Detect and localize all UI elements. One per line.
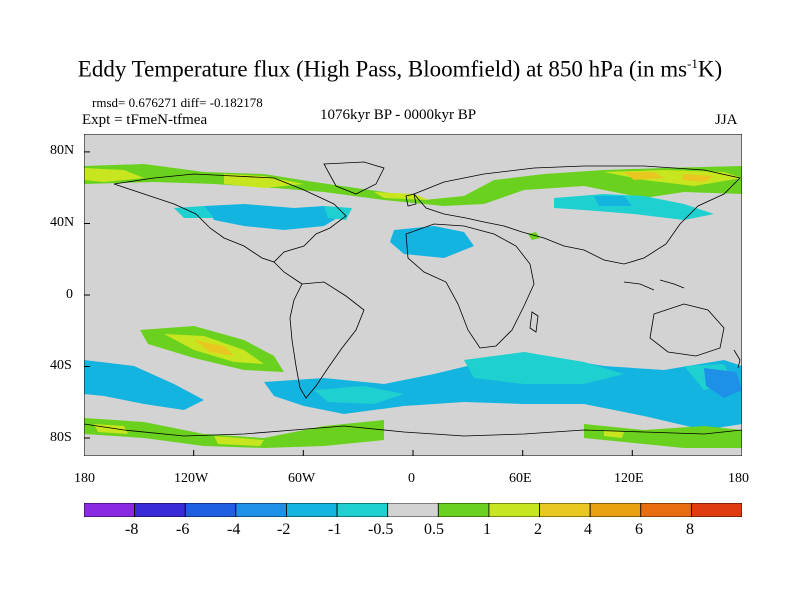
colorbar-box — [488, 503, 540, 517]
lat-label: 40N — [50, 215, 75, 230]
field-positive-antarctic-west — [84, 418, 384, 448]
colorbar-box — [387, 503, 439, 517]
coast-central-america — [273, 261, 303, 285]
coast-uk — [405, 193, 417, 207]
colorbar-box — [235, 503, 287, 517]
colorbar-box — [589, 503, 642, 517]
coast-africa — [405, 223, 535, 349]
colorbar-label: -2 — [277, 521, 291, 538]
lon-label: 60W — [288, 471, 316, 486]
chart-title: Eddy Temperature flux (High Pass, Bloomf… — [77, 56, 723, 82]
map-ticks — [84, 151, 633, 456]
colorbar-box — [690, 503, 742, 517]
field-positive-antarctic-east — [584, 424, 742, 448]
coast-indonesia — [623, 279, 685, 291]
field-positive-antarctic-west-core — [94, 424, 264, 446]
lat-label: 80S — [50, 430, 72, 445]
anomaly-fields — [84, 164, 742, 448]
lat-label: 0 — [66, 287, 73, 302]
lon-label: 180 — [74, 471, 95, 486]
colorbar-label: -8 — [125, 521, 139, 538]
lon-label: 120E — [614, 471, 644, 486]
coast-new-zealand — [733, 349, 741, 369]
field-positive-antarctic-east-core — [604, 430, 624, 438]
lon-label: 120W — [174, 471, 209, 486]
colorbar-box — [437, 503, 490, 517]
lon-label: 60E — [509, 471, 532, 486]
colorbar-label: 0.5 — [424, 521, 444, 538]
colorbar-label: 6 — [635, 521, 643, 538]
field-positive-north-strong — [84, 168, 742, 200]
colorbar-label: -4 — [227, 521, 241, 538]
field-positive-north — [84, 164, 742, 206]
colorbar-box — [640, 503, 692, 517]
stats-text: rmsd= 0.676271 diff= -0.182178 — [92, 95, 263, 110]
field-negative-north-atlantic-core — [174, 206, 352, 220]
colorbar-label: 2 — [534, 521, 542, 538]
colorbar-box — [539, 503, 591, 517]
colorbar-box — [84, 503, 136, 517]
colorbar-label: -1 — [328, 521, 342, 538]
coast-south-america — [289, 281, 365, 399]
lon-label: 180 — [728, 471, 749, 486]
experiment-label: Expt = tFmeN-tfmea — [82, 112, 208, 128]
field-negative-north-africa — [390, 226, 474, 258]
colorbar-box — [336, 503, 389, 517]
season-label: JJA — [715, 112, 738, 128]
field-negative-southern-ocean-core — [314, 352, 734, 404]
coast-eurasia — [413, 165, 741, 265]
colorbar-label: 1 — [483, 521, 491, 538]
coast-greenland — [323, 161, 385, 195]
lon-label: 0 — [408, 471, 415, 486]
map-plot — [84, 134, 742, 456]
colorbar-label: 4 — [584, 521, 592, 538]
coastlines — [84, 161, 742, 437]
colorbar-box — [184, 503, 237, 517]
coast-madagascar — [529, 311, 539, 333]
colorbar-box — [134, 503, 186, 517]
colorbar-label: 8 — [686, 521, 694, 538]
coast-north-america — [113, 173, 347, 263]
field-negative-asia — [554, 194, 714, 220]
field-negative-southern-ocean-strong — [704, 368, 742, 398]
lat-label: 80N — [50, 143, 75, 158]
lat-label: 40S — [50, 358, 72, 373]
colorbar-box — [286, 503, 338, 517]
field-positive-south-pacific-peak — [194, 340, 234, 356]
field-positive-north-peak — [624, 172, 714, 182]
period-label: 1076kyr BP - 0000kyr BP — [320, 107, 477, 123]
colorbar-label: -6 — [176, 521, 190, 538]
field-negative-asia-core — [594, 196, 632, 206]
coast-australia — [649, 303, 725, 357]
colorbar — [84, 503, 742, 517]
field-positive-tropic-patch — [528, 232, 540, 240]
coast-antarctica — [84, 423, 742, 437]
colorbar-label: -0.5 — [368, 521, 394, 538]
field-negative-north-atlantic — [204, 204, 344, 230]
